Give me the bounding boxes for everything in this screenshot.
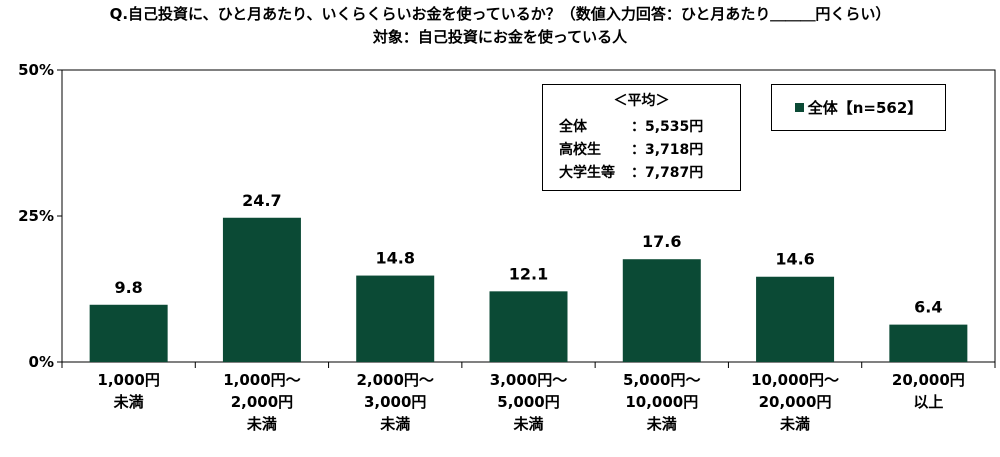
y-tick-label: 0% [29, 353, 54, 371]
bar [89, 304, 168, 362]
data-label: 12.1 [509, 264, 548, 283]
legend-label: 全体【n=562】 [807, 99, 923, 117]
y-tick-label: 25% [18, 207, 54, 225]
x-tick-label: 1,000円～ 2,000円 未満 [223, 371, 301, 433]
average-row: 全体 ：5,535円 [559, 117, 703, 137]
chart-subtitle: 対象：自己投資にお金を使っている人 [372, 28, 628, 46]
average-row: 大学生等 ：7,787円 [559, 163, 703, 183]
y-tick-label: 50% [18, 61, 54, 79]
data-label: 17.6 [642, 232, 681, 251]
bar [889, 324, 968, 362]
average-value: ：5,535円 [631, 119, 704, 135]
data-label: 6.4 [914, 298, 942, 317]
average-heading: ＜平均＞ [613, 93, 670, 109]
data-label: 9.8 [114, 278, 142, 297]
average-value: ：7,787円 [631, 165, 704, 181]
bar [489, 291, 568, 362]
average-label: 大学生等 [559, 165, 615, 181]
average-box: ＜平均＞ 全体 ：5,535円 高校生 ：3,718円 大学生等 ：7,787円 [542, 84, 741, 191]
average-label: 全体 [559, 119, 587, 135]
x-tick-label: 5,000円～ 10,000円 未満 [623, 371, 701, 433]
x-tick-label: 10,000円～ 20,000円 未満 [751, 371, 839, 433]
x-tick-label: 2,000円～ 3,000円 未満 [356, 371, 434, 433]
average-value: ：3,718円 [631, 142, 704, 158]
data-label: 14.8 [375, 249, 414, 268]
legend-swatch [794, 103, 804, 112]
x-tick-label: 20,000円 以上 [891, 371, 965, 411]
bar [356, 275, 435, 362]
x-tick-label: 3,000円～ 5,000円 未満 [489, 371, 568, 433]
bar [222, 217, 301, 362]
data-label: 24.7 [242, 191, 281, 210]
bar [622, 259, 701, 362]
average-label: 高校生 [559, 142, 601, 158]
average-row: 高校生 ：3,718円 [559, 140, 703, 160]
chart-title: Q.自己投資に、ひと月あたり、いくらくらいお金を使っているか？（数値入力回答：ひ… [109, 5, 891, 23]
legend: 全体【n=562】 [771, 84, 946, 131]
bar [756, 276, 835, 362]
x-tick-label: 1,000円 未満 [97, 371, 160, 411]
data-label: 14.6 [775, 250, 814, 269]
